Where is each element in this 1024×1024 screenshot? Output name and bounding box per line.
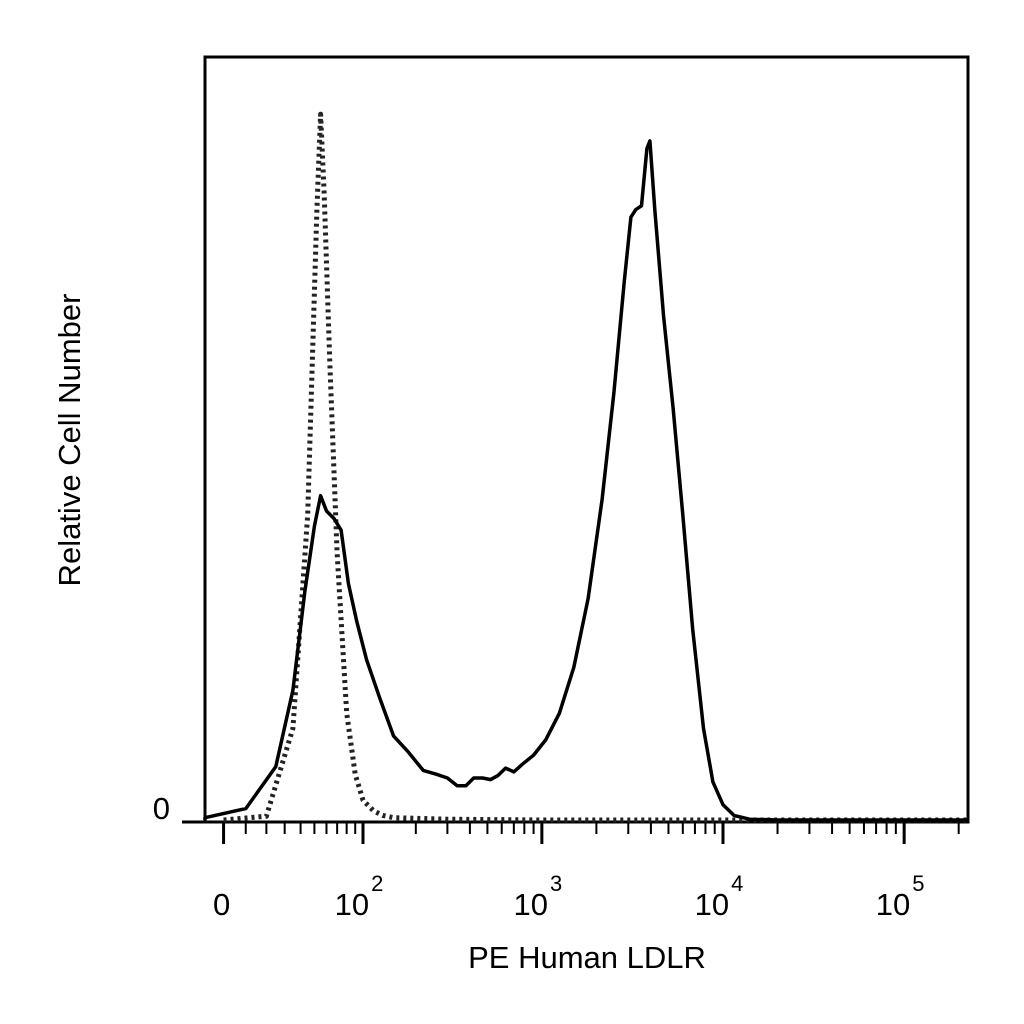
plot-frame <box>203 55 970 824</box>
y-tick-label: 0 <box>153 791 170 826</box>
x-tick-label: 104 <box>695 871 744 922</box>
x-axis-label: PE Human LDLR <box>468 940 706 975</box>
x-tick-labels: 0 102 103 104 105 <box>213 871 925 922</box>
x-tick-label: 0 <box>213 887 230 922</box>
x-axis-ticks <box>182 820 960 844</box>
series-layer <box>203 111 968 823</box>
x-tick-label: 103 <box>514 871 563 922</box>
x-tick-label: 102 <box>335 871 384 922</box>
dotted-histogram-line <box>223 111 968 823</box>
y-axis-label: Relative Cell Number <box>52 294 87 587</box>
x-tick-label: 105 <box>876 871 925 922</box>
y-tick-labels: 0 <box>153 791 170 826</box>
solid-histogram-line <box>203 139 968 822</box>
